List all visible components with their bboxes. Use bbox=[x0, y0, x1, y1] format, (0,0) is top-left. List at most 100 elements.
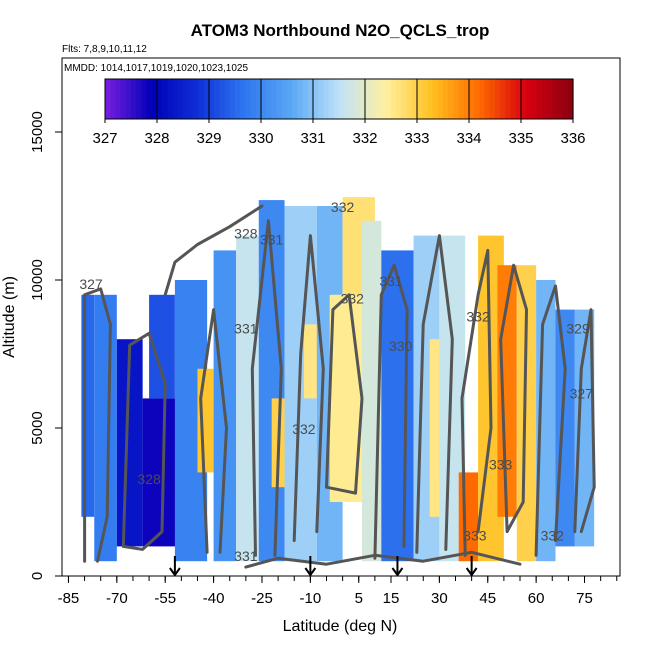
contour-line bbox=[250, 219, 283, 557]
contour-line bbox=[292, 234, 325, 542]
colorbar-segment bbox=[463, 79, 470, 119]
colorbar-segment bbox=[391, 79, 397, 119]
x-tick-label: -85 bbox=[58, 590, 80, 607]
contour-line bbox=[460, 248, 493, 557]
colorbar-segment bbox=[261, 79, 267, 119]
contour-line bbox=[244, 550, 522, 569]
x-tick-label: 60 bbox=[528, 590, 545, 607]
colorbar-segment bbox=[136, 79, 142, 119]
colorbar-segment bbox=[484, 79, 491, 119]
colorbar-segment bbox=[224, 79, 231, 119]
colorbar-segment bbox=[541, 79, 548, 119]
colorbar-segment bbox=[354, 79, 361, 119]
colorbar-segment bbox=[422, 79, 428, 119]
colorbar-segment bbox=[531, 79, 538, 119]
colorbar-segment bbox=[287, 79, 293, 119]
colorbar-segment bbox=[235, 79, 241, 119]
colorbar-segment bbox=[406, 79, 413, 119]
colorbar-segment bbox=[469, 79, 475, 119]
colorbar-segment bbox=[432, 79, 439, 119]
arrow-head bbox=[465, 567, 478, 577]
colorbar-segment bbox=[297, 79, 304, 119]
chart-title: ATOM3 Northbound N2O_QCLS_trop bbox=[191, 21, 490, 40]
contour-line bbox=[325, 293, 364, 495]
colorbar-segment bbox=[110, 79, 116, 119]
colorbar-segment bbox=[115, 79, 122, 119]
colorbar-segment bbox=[339, 79, 345, 119]
heat-region bbox=[574, 309, 595, 547]
colorbar-segment bbox=[120, 79, 127, 119]
x-tick-label: -55 bbox=[154, 590, 176, 607]
x-tick-label: 75 bbox=[576, 590, 593, 607]
colorbar-tick-label: 334 bbox=[456, 130, 481, 147]
colorbar-segment bbox=[229, 79, 236, 119]
heat-region bbox=[458, 472, 479, 562]
colorbar-segment bbox=[385, 79, 392, 119]
colorbar-segment bbox=[448, 79, 454, 119]
colorbar-segment bbox=[505, 79, 512, 119]
flights-label: Flts: 7,8,9,10,11,12 bbox=[62, 44, 147, 55]
contour-label: 332 bbox=[466, 308, 490, 324]
colorbar-segment bbox=[250, 79, 257, 119]
contour-label: 332 bbox=[292, 421, 316, 437]
colorbar-segment bbox=[365, 79, 371, 119]
contour-label: 329 bbox=[566, 320, 590, 336]
x-tick-label: 45 bbox=[479, 590, 496, 607]
contour-label: 332 bbox=[341, 291, 365, 307]
colorbar-segment bbox=[219, 79, 226, 119]
dates-label: MMDD: 1014,1017,1019,1020,1023,1025 bbox=[64, 63, 248, 74]
colorbar-segment bbox=[515, 79, 522, 119]
heat-region bbox=[516, 265, 537, 562]
contour-label: 333 bbox=[489, 456, 513, 472]
y-tick-label: 0 bbox=[29, 572, 46, 580]
colorbar-segment bbox=[183, 79, 189, 119]
contour-label: 331 bbox=[234, 320, 258, 336]
contour-label: 327 bbox=[79, 276, 103, 292]
colorbar-segment bbox=[146, 79, 153, 119]
contour-label: 332 bbox=[541, 527, 565, 543]
colorbar-segment bbox=[453, 79, 460, 119]
colorbar-segment bbox=[500, 79, 506, 119]
colorbar-segment bbox=[328, 79, 335, 119]
x-axis: -85 -70 -55 -40 -25 -10 5 15 30 45 60 75 bbox=[58, 576, 618, 607]
contour-line bbox=[163, 204, 264, 297]
colorbar-tick-label: 329 bbox=[196, 130, 221, 147]
contour-label: 332 bbox=[331, 199, 355, 215]
contour-line bbox=[121, 331, 167, 551]
colorbar-segment bbox=[203, 79, 210, 119]
colorbar-segment bbox=[344, 79, 350, 119]
colorbar-segment bbox=[276, 79, 283, 119]
colorbar-segment bbox=[536, 79, 543, 119]
colorbar-segment bbox=[172, 79, 179, 119]
x-tick-label: 5 bbox=[355, 590, 363, 607]
x-tick-label: -10 bbox=[300, 590, 322, 607]
colorbar-tick-label: 327 bbox=[92, 130, 117, 147]
colorbar-segment bbox=[375, 79, 382, 119]
colorbar-segment bbox=[458, 79, 465, 119]
arrow-markers bbox=[169, 556, 478, 577]
y-axis: 0 5000 10000 15000 bbox=[29, 111, 62, 580]
colorbar-segment bbox=[495, 79, 501, 119]
colorbar-segment bbox=[479, 79, 486, 119]
colorbar-segment bbox=[510, 79, 517, 119]
colorbar-segment bbox=[105, 79, 111, 119]
colorbar-segment bbox=[307, 79, 314, 119]
x-tick-label: -25 bbox=[251, 590, 273, 607]
colorbar-tick-label: 331 bbox=[300, 130, 325, 147]
colorbar-segment bbox=[209, 79, 215, 119]
colorbar-segment bbox=[313, 79, 319, 119]
contour-label: 331 bbox=[234, 548, 258, 564]
heatmap-layer bbox=[81, 197, 595, 562]
contour-label: 327 bbox=[570, 385, 594, 401]
colorbar-segment bbox=[266, 79, 272, 119]
contour-lines bbox=[83, 204, 596, 569]
contour-label: 333 bbox=[463, 527, 487, 543]
colorbar-segment bbox=[214, 79, 220, 119]
colorbar-tick-label: 328 bbox=[144, 130, 169, 147]
colorbar-segment bbox=[437, 79, 444, 119]
colorbar-tick-label: 336 bbox=[560, 130, 585, 147]
colorbar-segment bbox=[401, 79, 408, 119]
colorbar-tick-label: 333 bbox=[404, 130, 429, 147]
